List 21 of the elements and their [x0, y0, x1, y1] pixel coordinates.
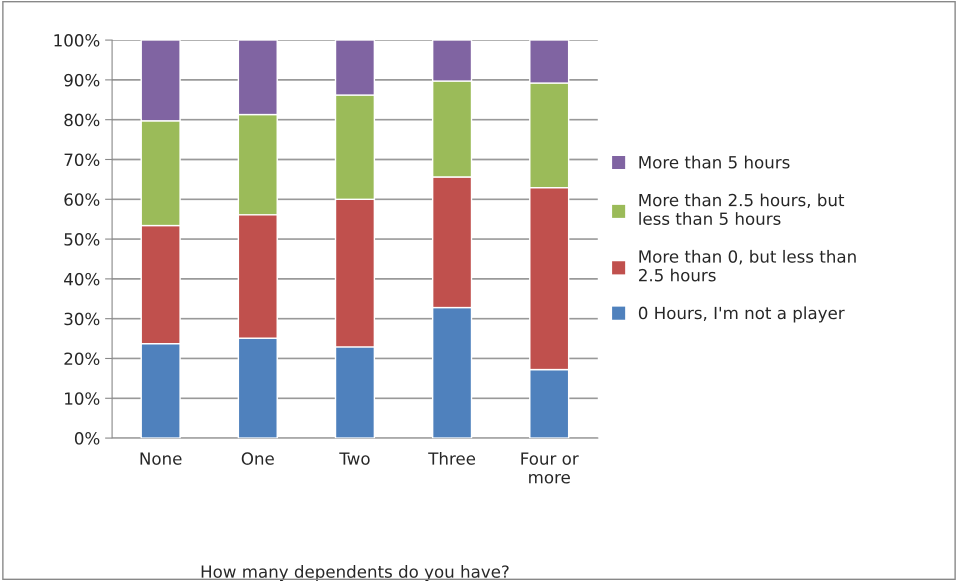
y-tick-label: 90%: [64, 74, 100, 86]
legend-label: 0 Hours, I'm not a player: [638, 306, 845, 323]
x-tick-label: Two: [339, 452, 370, 465]
y-tick-label: 0%: [74, 432, 100, 445]
legend-label: More than 5 hours: [639, 156, 790, 169]
legend-label: More than 0, but less than 2.5 hours: [639, 250, 856, 282]
y-tick-label: 40%: [64, 272, 100, 286]
x-tick-label: None: [140, 452, 182, 465]
x-tick-label: Three: [428, 452, 476, 465]
x-axis-title: How many dependents do you have?: [202, 565, 509, 581]
y-tick-label: 50%: [64, 233, 100, 246]
y-tick-label: 30%: [64, 312, 100, 326]
y-tick-label: 20%: [64, 352, 100, 366]
y-tick-label: 70%: [64, 153, 100, 166]
y-tick-label: 80%: [64, 114, 100, 126]
x-tick-label: Four or more: [521, 452, 579, 484]
y-tick-label: 100%: [54, 34, 100, 47]
x-tick-label: One: [242, 452, 274, 465]
y-tick-label: 10%: [65, 392, 100, 405]
y-tick-label: 60%: [64, 193, 100, 206]
legend-label: More than 2.5 hours, but less than 5 hours: [639, 193, 844, 226]
